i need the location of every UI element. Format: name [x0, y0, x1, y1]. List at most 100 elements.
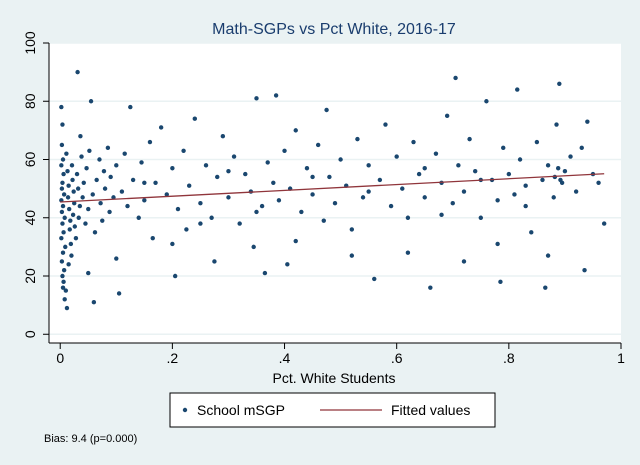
- data-point: [540, 177, 545, 183]
- data-point: [568, 154, 573, 159]
- data-point: [184, 227, 189, 232]
- data-point: [226, 195, 231, 200]
- data-point: [237, 221, 242, 226]
- data-point: [63, 288, 69, 293]
- data-point: [94, 177, 99, 183]
- data-point: [69, 253, 74, 258]
- data-point: [349, 227, 355, 232]
- data-point: [70, 177, 75, 183]
- data-point: [582, 267, 587, 273]
- data-point: [142, 180, 147, 186]
- data-point: [310, 174, 315, 180]
- data-point: [87, 148, 92, 153]
- data-point: [61, 267, 67, 273]
- data-point: [585, 119, 590, 124]
- data-point: [75, 69, 80, 75]
- data-point: [65, 168, 70, 174]
- data-point: [293, 238, 298, 244]
- data-point: [285, 262, 290, 267]
- x-tick-label: .2: [167, 350, 179, 366]
- data-point: [529, 230, 534, 235]
- axes: 0 20 40 60 80 100 0 .2 .4 .6 .8 1: [22, 31, 625, 366]
- data-point: [61, 230, 66, 235]
- data-point: [81, 180, 86, 186]
- legend: School mSGP Fitted values: [169, 392, 496, 428]
- data-point: [60, 157, 66, 162]
- data-point: [128, 104, 133, 110]
- data-point: [506, 171, 512, 177]
- data-point: [310, 192, 315, 197]
- data-point: [186, 183, 192, 188]
- data-point: [243, 171, 248, 177]
- data-point: [439, 212, 444, 218]
- data-point: [59, 142, 65, 148]
- data-point: [102, 186, 108, 191]
- data-point: [74, 171, 80, 177]
- data-point: [83, 221, 88, 226]
- data-point: [203, 163, 209, 168]
- data-point: [495, 198, 500, 203]
- data-point: [68, 218, 73, 223]
- data-point: [596, 180, 601, 186]
- data-point: [551, 195, 556, 200]
- data-point: [170, 241, 175, 247]
- data-point: [67, 227, 72, 232]
- data-point: [80, 195, 85, 200]
- data-point: [456, 163, 461, 168]
- data-point: [150, 235, 155, 241]
- data-point: [360, 195, 366, 200]
- x-tick-label: 0: [56, 350, 64, 366]
- scatter-points: [59, 69, 607, 311]
- legend-marker-scatter: [182, 407, 188, 413]
- plot-area: [49, 43, 621, 343]
- data-point: [59, 259, 65, 264]
- data-point: [265, 160, 270, 165]
- data-point: [114, 256, 119, 261]
- data-point: [172, 273, 178, 279]
- data-point: [259, 203, 265, 209]
- data-point: [100, 218, 105, 223]
- data-point: [60, 273, 65, 279]
- fitted-line: [60, 173, 605, 203]
- data-point: [400, 186, 405, 191]
- data-point: [461, 259, 467, 264]
- data-point: [64, 305, 70, 311]
- data-point: [558, 177, 563, 183]
- data-point: [209, 215, 214, 220]
- data-point: [388, 203, 394, 209]
- legend-label-line: Fitted values: [391, 402, 470, 418]
- data-point: [65, 195, 71, 200]
- data-point: [59, 235, 64, 241]
- data-point: [63, 244, 68, 250]
- data-point: [64, 151, 69, 156]
- data-point: [59, 163, 64, 168]
- data-point: [517, 157, 523, 162]
- data-point: [512, 192, 517, 197]
- data-point: [394, 154, 399, 159]
- data-point: [254, 209, 259, 215]
- data-point: [78, 134, 83, 139]
- data-point: [231, 154, 237, 159]
- data-point: [62, 297, 67, 302]
- data-point: [405, 215, 411, 220]
- data-point: [573, 189, 579, 194]
- data-point: [498, 279, 503, 285]
- data-point: [433, 151, 439, 156]
- data-point: [181, 148, 186, 153]
- data-point: [212, 259, 217, 264]
- data-point: [198, 221, 203, 226]
- data-point: [304, 166, 310, 171]
- data-point: [79, 154, 84, 159]
- data-point: [543, 285, 548, 290]
- data-point: [472, 168, 478, 174]
- grid-lines: [49, 42, 621, 335]
- x-tick-label: .4: [279, 350, 291, 366]
- data-point: [321, 218, 326, 223]
- data-point: [422, 195, 427, 200]
- data-point: [273, 93, 279, 98]
- data-point: [142, 198, 147, 203]
- data-point: [355, 136, 360, 142]
- bias-note: Bias: 9.4 (p=0.000): [44, 433, 137, 445]
- data-point: [97, 157, 102, 162]
